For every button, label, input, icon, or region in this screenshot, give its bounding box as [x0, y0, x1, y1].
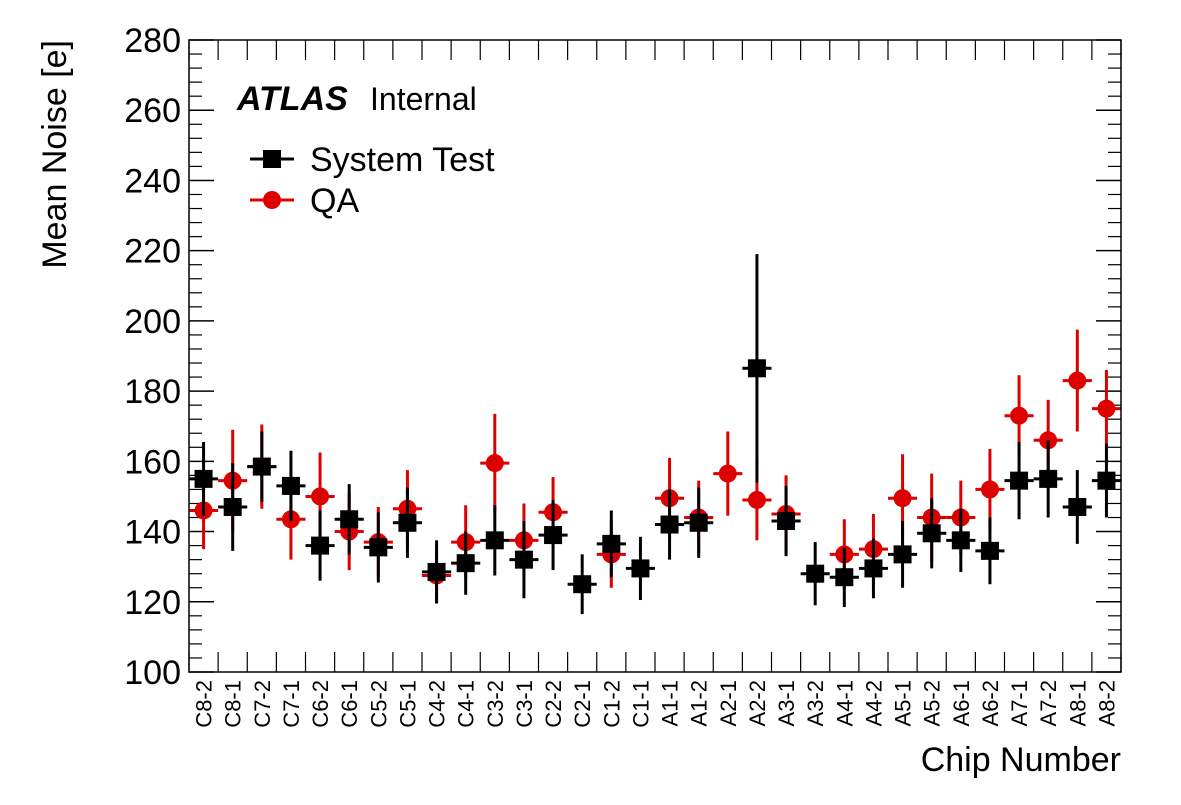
- y-tick-label: 240: [124, 162, 181, 200]
- x-tick-label: C6-1: [337, 680, 362, 728]
- x-tick-label: C5-1: [395, 680, 420, 728]
- x-tick-label: A6-2: [978, 680, 1003, 726]
- qa-point: [1010, 406, 1029, 425]
- y-tick-label: 260: [124, 92, 181, 130]
- system-test-point: [573, 575, 592, 594]
- x-tick-label: C4-2: [425, 680, 450, 728]
- qa-point: [1068, 371, 1087, 390]
- x-tick-label: A5-2: [920, 680, 945, 726]
- legend-qa-label: QA: [310, 182, 359, 220]
- system-test-point: [922, 524, 941, 543]
- system-test-point: [777, 512, 796, 531]
- system-test-point: [602, 534, 621, 553]
- qa-point: [747, 490, 766, 509]
- system-test-point: [951, 531, 970, 550]
- x-tick-label: C8-2: [192, 680, 217, 728]
- x-tick-label: C2-2: [541, 680, 566, 728]
- system-test-point: [835, 568, 854, 587]
- system-test-point: [281, 476, 300, 495]
- x-tick-label: C7-2: [250, 680, 275, 728]
- qa-point: [718, 464, 737, 483]
- x-tick-label: A8-2: [1094, 680, 1119, 726]
- y-tick-label: 100: [124, 654, 181, 692]
- system-test-point: [980, 541, 999, 560]
- system-test-point: [544, 526, 563, 545]
- x-tick-label: C3-1: [512, 680, 537, 728]
- system-test-point: [1010, 471, 1029, 490]
- system-test-point: [252, 457, 271, 476]
- system-test-point: [747, 359, 766, 378]
- system-test-point: [340, 510, 359, 529]
- system-test-point: [223, 497, 242, 516]
- x-tick-label: C1-1: [628, 680, 653, 728]
- y-axis-title: Mean Noise [e]: [36, 40, 74, 269]
- x-tick-label: A1-1: [658, 680, 683, 726]
- legend-system-test-label: System Test: [310, 141, 495, 179]
- x-tick-label: A3-2: [803, 680, 828, 726]
- system-test-point: [893, 545, 912, 564]
- system-test-point: [1039, 469, 1058, 488]
- system-test-point: [194, 469, 213, 488]
- y-tick-label: 200: [124, 303, 181, 341]
- x-tick-label: C6-2: [308, 680, 333, 728]
- system-test-point: [631, 559, 650, 578]
- x-tick-label: A3-1: [774, 680, 799, 726]
- y-tick-label: 180: [124, 373, 181, 411]
- system-test-point: [485, 531, 504, 550]
- x-tick-label: C1-2: [599, 680, 624, 728]
- system-test-point: [398, 513, 417, 532]
- y-tick-label: 140: [124, 514, 181, 552]
- system-test-point: [806, 564, 825, 583]
- system-test-point: [1068, 497, 1087, 516]
- x-tick-label: C4-1: [454, 680, 479, 728]
- system-test-point: [1097, 471, 1116, 490]
- qa-point: [980, 480, 999, 499]
- x-tick-label: A4-2: [861, 680, 886, 726]
- x-tick-label: A1-2: [687, 680, 712, 726]
- atlas-label: ATLAS: [236, 80, 348, 118]
- x-tick-label: A2-1: [716, 680, 741, 726]
- x-tick-label: C7-1: [279, 680, 304, 728]
- qa-point: [893, 489, 912, 508]
- x-tick-label: C5-2: [366, 680, 391, 728]
- y-tick-label: 160: [124, 443, 181, 481]
- y-tick-label: 120: [124, 584, 181, 622]
- y-tick-label: 220: [124, 233, 181, 271]
- x-tick-label: A2-2: [745, 680, 770, 726]
- legend: System Test QA: [250, 141, 495, 220]
- qa-point: [1097, 399, 1116, 418]
- x-tick-label: A5-1: [891, 680, 916, 726]
- atlas-internal-label: Internal: [370, 81, 477, 117]
- plot-frame: [188, 39, 1122, 673]
- system-test-point: [660, 515, 679, 534]
- system-test-point: [369, 538, 388, 557]
- x-tick-label: A7-2: [1036, 680, 1061, 726]
- x-tick-label: C8-1: [221, 680, 246, 728]
- x-tick-label: A8-1: [1065, 680, 1090, 726]
- x-tick-label: A4-1: [832, 680, 857, 726]
- x-tick-label: A6-1: [949, 680, 974, 726]
- system-test-point: [427, 562, 446, 581]
- legend-qa-marker: [263, 191, 281, 209]
- y-tick-label: 280: [124, 22, 181, 60]
- qa-point: [485, 454, 504, 473]
- x-tick-label: C2-1: [570, 680, 595, 728]
- system-test-point: [689, 513, 708, 532]
- system-test-point: [311, 536, 330, 555]
- system-test-point: [514, 550, 533, 569]
- qa-point: [311, 487, 330, 506]
- x-tick-label: A7-1: [1007, 680, 1032, 726]
- x-tick-label: C3-2: [483, 680, 508, 728]
- system-test-point: [864, 559, 883, 578]
- legend-system-test-marker: [263, 150, 281, 168]
- x-axis-title: Chip Number: [921, 741, 1121, 779]
- system-test-point: [456, 554, 475, 573]
